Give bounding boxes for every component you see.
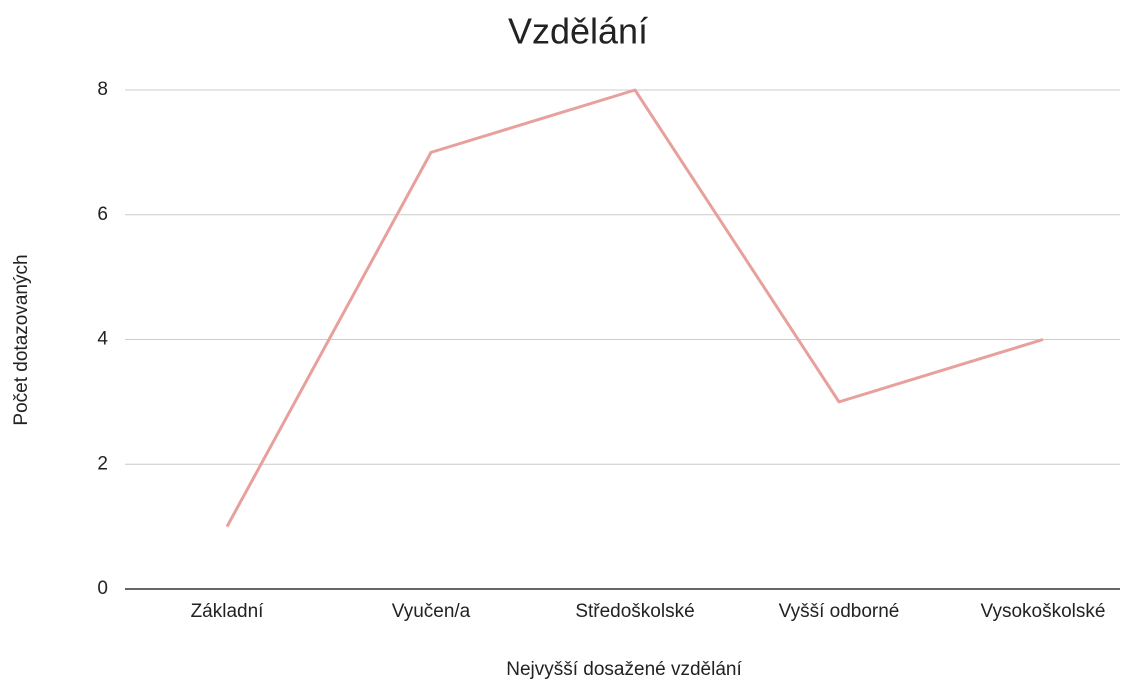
x-tick-label: Základní (191, 601, 265, 622)
y-tick-label: 2 (97, 453, 108, 474)
data-line (225, 88, 1044, 528)
y-axis-label: Počet dotazovaných (11, 254, 32, 425)
y-tick-label: 0 (97, 578, 108, 599)
x-tick-label: Vyšší odborné (779, 601, 900, 622)
chart-title: Vzdělání (508, 11, 648, 52)
x-tick-label: Vyučen/a (392, 601, 471, 622)
x-tick-label: Středoškolské (575, 601, 694, 622)
y-tick-label: 6 (97, 204, 108, 225)
y-tick-label: 4 (97, 329, 108, 350)
x-axis-label: Nejvyšší dosažené vzdělání (506, 659, 742, 680)
y-tick-label: 8 (97, 79, 108, 100)
x-tick-label: Vysokoškolské (981, 601, 1106, 622)
